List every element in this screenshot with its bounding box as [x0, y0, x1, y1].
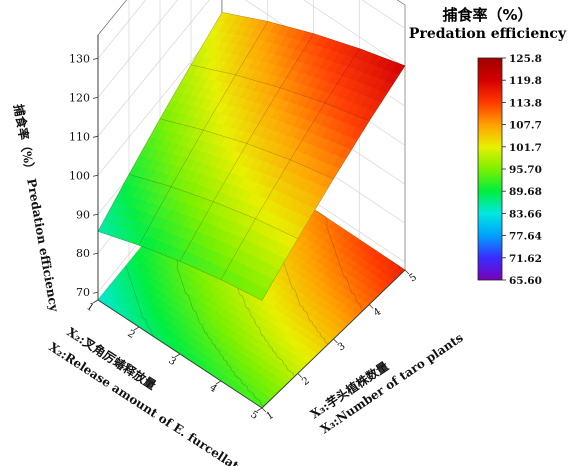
x-tick-label: 1: [84, 301, 95, 314]
z-tick-label: 110: [69, 130, 90, 143]
colorbar-tick-label: 71.62: [509, 253, 542, 265]
x-tick: [215, 380, 222, 385]
surface-meshline: [179, 33, 314, 262]
z-axis-title: 捕食率（%） Predation efficiency: [11, 103, 62, 314]
x-tick-label: 3: [166, 355, 177, 368]
z-tick: [92, 291, 99, 294]
surface-meshline: [190, 64, 370, 122]
z-tick-label: 130: [69, 52, 90, 65]
z-tick: [92, 135, 99, 138]
colorbar-tick-label: 95.70: [509, 164, 542, 176]
surface-meshline: [220, 48, 360, 280]
y-tick: [368, 304, 374, 309]
surface-meshline: [97, 231, 263, 301]
y-tick: [333, 338, 338, 344]
colorbar-tick-label: 125.8: [509, 53, 542, 65]
x-tick-label: 2: [125, 328, 136, 341]
colorbar-tick-label: 65.60: [509, 275, 542, 287]
z-tick: [92, 96, 99, 99]
colorbar-scale: [477, 57, 503, 281]
x-tick-label: 4: [207, 382, 218, 395]
wall-gridline: [97, 0, 406, 59]
x-tick: [256, 407, 263, 412]
y-tick: [261, 407, 267, 413]
wall-gridline: [97, 0, 406, 98]
x-tick: [133, 326, 140, 331]
z-tick-label: 80: [76, 247, 90, 260]
surface-meshline: [159, 118, 334, 180]
y-tick: [297, 373, 303, 378]
surface-meshline: [97, 12, 223, 232]
z-tick: [92, 57, 99, 60]
legend-title-cn: 捕食率（%）: [442, 6, 533, 24]
colorbar: 125.8 119.8 113.8 107.7 101.7 95.70 89.68 83.66…: [477, 53, 542, 287]
colorbar-tick-label: 119.8: [509, 75, 542, 87]
y-tick: [404, 269, 410, 275]
colorbar-tick-label: 83.66: [509, 208, 542, 220]
colorbar-tick-label: 89.68: [509, 186, 542, 198]
z-tick-label: 120: [69, 91, 90, 104]
floor-contour-line: [316, 210, 363, 312]
floor-contour-line: [389, 259, 402, 274]
colorbar-tick-label: 101.7: [509, 142, 542, 154]
colorbar-tick-label: 107.7: [509, 120, 542, 132]
y-tick-label: 3: [336, 341, 347, 354]
y-tick-label: 1: [265, 410, 276, 423]
colorbar-tick-label: 77.64: [509, 231, 542, 243]
legend-title-en: Predation efficiency: [408, 26, 567, 42]
z-tick: [92, 252, 99, 255]
colorbar-tick-label: 113.8: [509, 97, 542, 109]
response-surface: [97, 12, 406, 301]
y-tick-label: 2: [300, 375, 311, 388]
surface-meshline: [138, 21, 269, 246]
surface-cell: [254, 286, 269, 301]
x-tick: [92, 299, 99, 304]
x-tick: [174, 353, 181, 358]
y-tick-label: 4: [372, 306, 383, 319]
z-tick-label: 100: [69, 169, 90, 182]
surface-meshline: [128, 174, 298, 239]
z-tick-label: 90: [76, 208, 90, 221]
surface-meshline: [261, 65, 406, 301]
y-tick-label: 5: [408, 272, 419, 285]
x-tick-label: 5: [248, 409, 259, 422]
z-tick-label: 70: [76, 286, 90, 299]
z-tick: [92, 213, 99, 216]
surface-meshline: [221, 12, 406, 67]
z-tick: [92, 174, 99, 177]
